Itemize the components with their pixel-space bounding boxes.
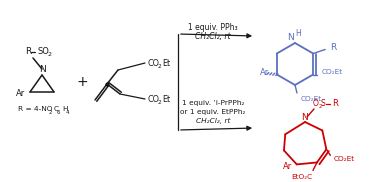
Text: Ar: Ar (260, 68, 270, 77)
Text: CO: CO (147, 58, 159, 68)
Text: H: H (295, 29, 301, 39)
Text: R: R (332, 100, 338, 108)
Text: 1 equiv. PPh₃: 1 equiv. PPh₃ (188, 23, 238, 31)
Text: R = 4-NO: R = 4-NO (18, 106, 53, 112)
Text: CO₂Et: CO₂Et (301, 96, 322, 102)
Text: CH₂Cl₂, rt: CH₂Cl₂, rt (196, 118, 230, 124)
Text: 2: 2 (158, 64, 162, 68)
Text: CO₂Et: CO₂Et (322, 70, 343, 76)
Text: Et: Et (162, 94, 170, 104)
Text: O: O (313, 100, 319, 108)
Text: CO: CO (147, 94, 159, 104)
Text: 2: 2 (48, 52, 51, 58)
Text: CH₂Cl₂, rt: CH₂Cl₂, rt (195, 33, 231, 41)
Text: 2: 2 (158, 100, 162, 104)
Text: N: N (39, 66, 45, 74)
Text: N: N (288, 33, 294, 41)
Text: Et: Et (162, 58, 170, 68)
Text: R: R (330, 43, 336, 52)
Text: 4: 4 (65, 110, 69, 114)
Text: SO: SO (37, 48, 49, 56)
Text: S: S (321, 100, 325, 108)
Text: 2: 2 (318, 104, 322, 110)
Text: or 1 equiv. EtPPh₂: or 1 equiv. EtPPh₂ (180, 109, 246, 115)
Text: Ar: Ar (283, 162, 293, 171)
Text: 1 equiv. ’i-PrPPh₂: 1 equiv. ’i-PrPPh₂ (182, 100, 244, 106)
Text: R: R (25, 48, 31, 56)
Text: 6: 6 (56, 110, 60, 114)
Text: H: H (62, 106, 68, 112)
Text: +: + (76, 75, 88, 89)
Text: N: N (302, 112, 308, 122)
Text: EtO₂C: EtO₂C (291, 175, 313, 180)
Text: CO₂Et: CO₂Et (334, 156, 355, 162)
Text: Ar: Ar (16, 90, 26, 98)
Text: 2: 2 (48, 110, 52, 114)
Text: C: C (54, 106, 59, 112)
